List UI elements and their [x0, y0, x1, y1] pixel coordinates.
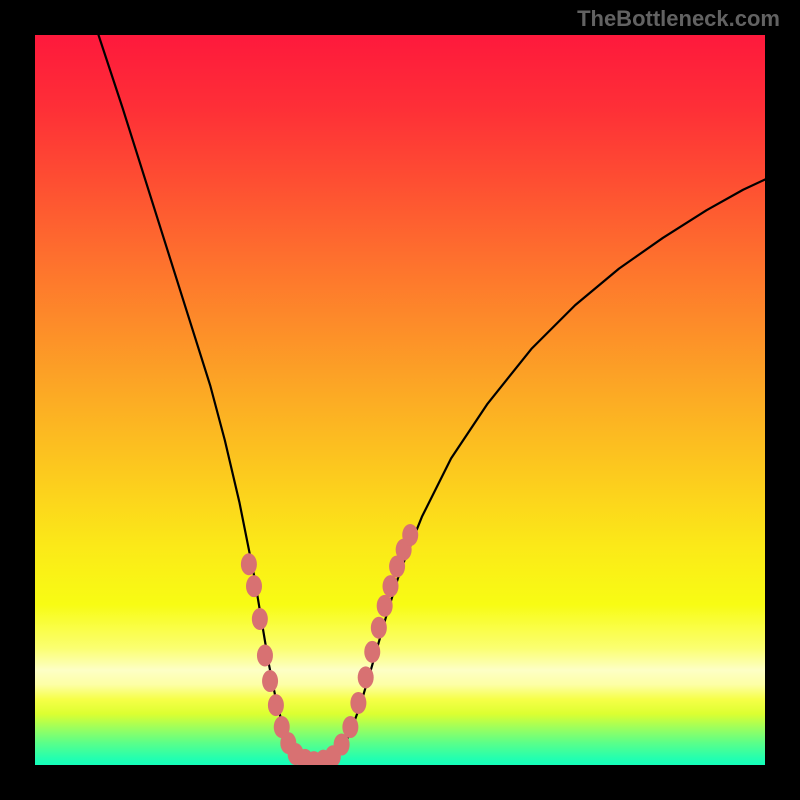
curve-overlay	[35, 35, 765, 765]
plot-area	[35, 35, 765, 765]
chart-container: TheBottleneck.com	[0, 0, 800, 800]
watermark-text: TheBottleneck.com	[577, 6, 780, 32]
